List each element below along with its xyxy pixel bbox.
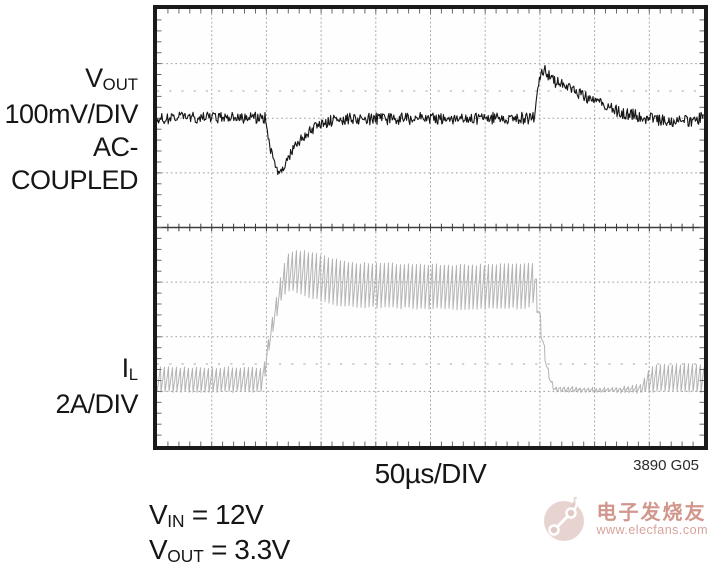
- test-conditions: VIN = 12V VOUT = 3.3V: [149, 499, 290, 567]
- ch2-scale: 2A/DIV: [55, 389, 138, 419]
- elecfans-logo-icon: [544, 496, 585, 541]
- ch1-label: VOUT 100mV/DIV AC- COUPLED: [4, 62, 138, 197]
- condition-vin: VIN = 12V: [149, 499, 264, 532]
- ch1-name: VOUT: [85, 63, 138, 94]
- timebase-label: 50µs/DIV: [374, 458, 487, 489]
- ch1-subscript: OUT: [102, 75, 138, 94]
- ch2-name: IL: [121, 353, 138, 384]
- scope-graticule-and-traces: [157, 9, 704, 446]
- watermark-site-name: 电子发烧友: [596, 502, 707, 525]
- scope-plot: [153, 5, 708, 450]
- ch2-label: IL 2A/DIV: [55, 352, 138, 421]
- ch2-subscript: L: [128, 365, 138, 384]
- watermark-site-url: www.elecfans.com: [596, 523, 708, 538]
- figure-id: 3890 G05: [633, 457, 699, 474]
- condition-vout: VOUT = 3.3V: [149, 534, 290, 567]
- ch1-scale: 100mV/DIV: [4, 99, 138, 129]
- elecfans-watermark: 电子发烧友 www.elecfans.com: [541, 496, 708, 544]
- ch1-coupling-line1: AC-: [93, 132, 138, 162]
- ch1-coupling-line2: COUPLED: [10, 165, 139, 195]
- watermark-text: 电子发烧友 www.elecfans.com: [596, 502, 708, 538]
